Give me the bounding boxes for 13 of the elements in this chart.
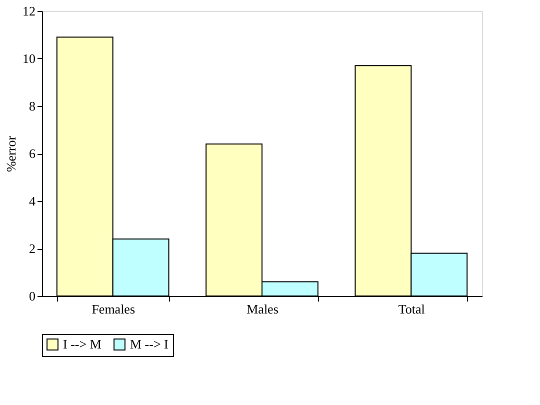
legend-label: I --> M [63, 336, 102, 352]
y-tick-label: 2 [29, 241, 36, 256]
y-tick-label: 6 [29, 146, 36, 161]
x-tick-label: Total [398, 302, 426, 316]
y-tick-label: 4 [29, 194, 36, 208]
x-tick-label: Males [246, 302, 278, 316]
y-tick-label: 10 [22, 51, 36, 66]
y-axis-title: %error [4, 135, 18, 172]
y-tick-label: 12 [22, 4, 36, 18]
y-tick-label: 8 [29, 98, 36, 114]
x-tick-label: Females [92, 302, 136, 316]
y-tick-label: 0 [29, 288, 36, 304]
legend-label: M --> I [130, 336, 168, 352]
